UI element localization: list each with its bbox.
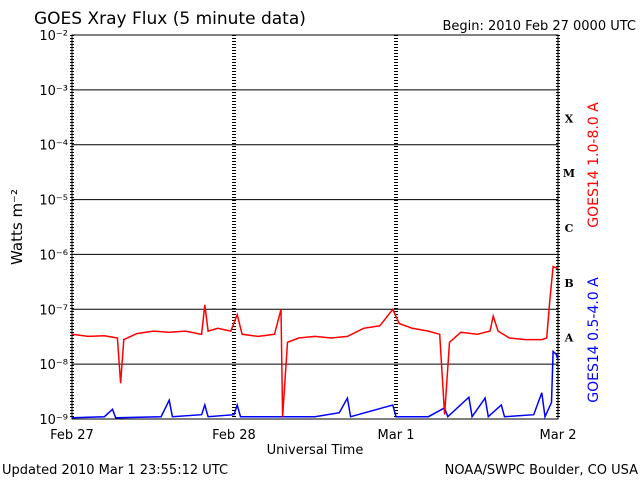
legend-label: GOES14 0.5-4.0 A [586, 277, 602, 403]
y-tick-label: 10⁻⁶ [39, 248, 68, 263]
x-tick-label: Mar 2 [540, 428, 577, 443]
x-tick-label: Feb 28 [212, 428, 256, 443]
y-tick-label: 10⁻⁵ [39, 194, 68, 209]
plot-frame [71, 34, 559, 420]
x-tick-label: Feb 27 [50, 428, 94, 443]
footer-left: Updated 2010 Mar 1 23:55:12 UTC [2, 463, 228, 478]
y-tick-label: 10⁻³ [39, 84, 68, 99]
footer-right: NOAA/SWPC Boulder, CO USA [445, 463, 638, 478]
subtitle: Begin: 2010 Feb 27 0000 UTC [442, 19, 636, 34]
y-tick-label: 10⁻⁹ [39, 413, 68, 428]
flare-class-label: A [564, 332, 574, 345]
flare-class-label: X [565, 112, 574, 125]
flare-class-label: M [563, 167, 575, 180]
series-line [71, 265, 559, 417]
y-tick-label: 10⁻⁷ [39, 303, 68, 318]
x-tick-label: Mar 1 [378, 428, 415, 443]
x-axis-label: Universal Time [267, 443, 364, 458]
y-tick-label: 10⁻⁸ [39, 358, 68, 373]
y-axis-label: Watts m⁻² [8, 189, 26, 265]
chart-title: GOES Xray Flux (5 minute data) [34, 9, 306, 29]
flare-class-label: C [565, 222, 574, 235]
y-tick-label: 10⁻⁴ [39, 139, 68, 154]
flare-class-label: B [564, 277, 573, 290]
series-line [71, 349, 559, 420]
y-tick-label: 10⁻² [39, 29, 68, 44]
legend-label: GOES14 1.0-8.0 A [586, 102, 602, 228]
